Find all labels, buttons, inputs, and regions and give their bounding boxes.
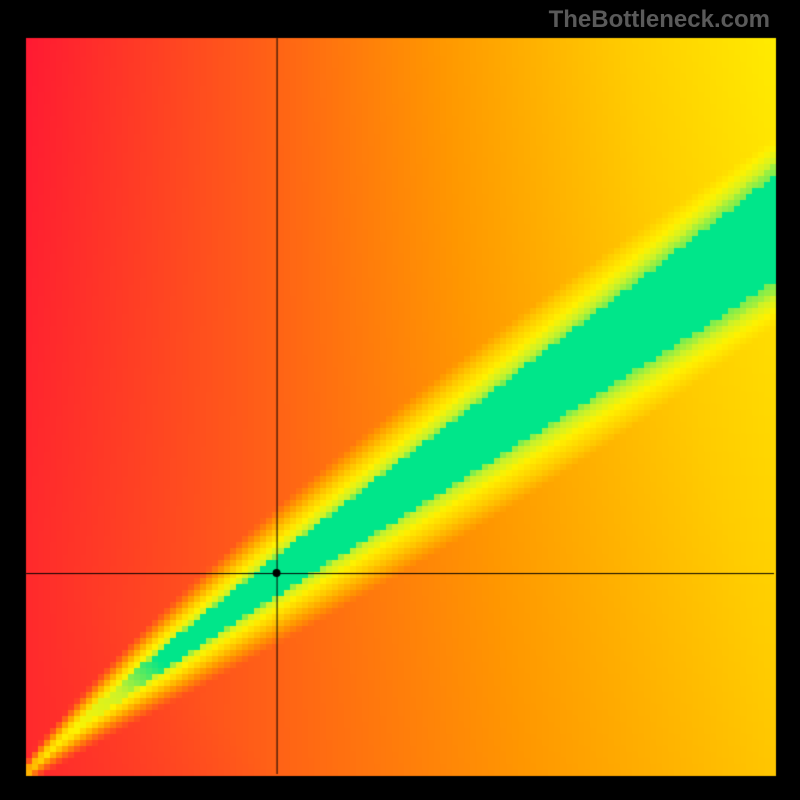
chart-container: { "watermark": { "text": "TheBottleneck.…	[0, 0, 800, 800]
crosshair-overlay	[0, 0, 800, 800]
watermark-text: TheBottleneck.com	[549, 6, 770, 34]
